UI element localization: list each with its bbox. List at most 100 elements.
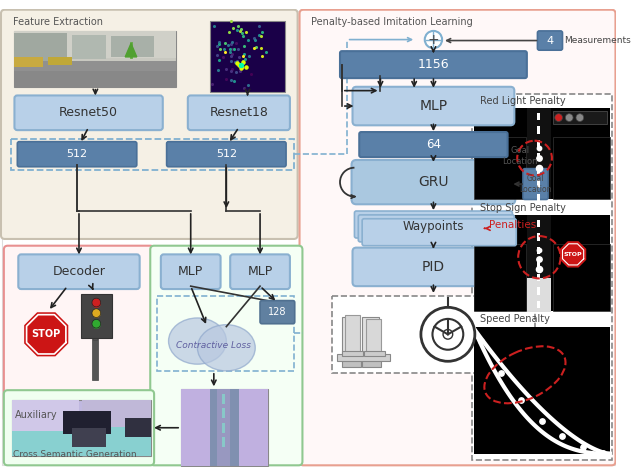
Circle shape bbox=[433, 319, 463, 350]
Point bbox=[239, 50, 249, 58]
FancyBboxPatch shape bbox=[4, 390, 154, 466]
Point bbox=[234, 61, 244, 69]
Bar bbox=[553, 137, 610, 199]
FancyBboxPatch shape bbox=[340, 51, 527, 78]
FancyBboxPatch shape bbox=[188, 96, 290, 130]
Bar bbox=[538, 247, 540, 254]
Point bbox=[231, 39, 241, 47]
Point bbox=[223, 41, 233, 49]
Text: Decoder: Decoder bbox=[52, 265, 106, 278]
Text: Red Light Penalty: Red Light Penalty bbox=[479, 96, 565, 106]
Bar bbox=[217, 389, 230, 466]
Circle shape bbox=[421, 307, 475, 361]
Bar bbox=[337, 354, 390, 361]
Point bbox=[238, 59, 248, 67]
Point bbox=[253, 22, 264, 30]
Point bbox=[213, 57, 223, 64]
Point bbox=[557, 432, 567, 440]
Bar bbox=[538, 287, 540, 295]
Bar bbox=[12, 423, 151, 456]
Bar bbox=[474, 327, 610, 454]
Bar bbox=[538, 167, 540, 174]
Point bbox=[246, 70, 256, 78]
Bar bbox=[223, 394, 225, 404]
Point bbox=[239, 84, 250, 92]
Point bbox=[240, 55, 250, 62]
Point bbox=[235, 68, 245, 75]
Point bbox=[534, 265, 545, 273]
Bar bbox=[366, 319, 381, 354]
Bar bbox=[538, 260, 540, 268]
Bar bbox=[72, 35, 106, 59]
Point bbox=[214, 38, 224, 45]
Bar bbox=[538, 140, 540, 148]
Point bbox=[227, 39, 237, 46]
Point bbox=[534, 256, 545, 263]
Text: Contractive Loss: Contractive Loss bbox=[177, 341, 252, 350]
Text: 512: 512 bbox=[216, 149, 237, 159]
FancyBboxPatch shape bbox=[19, 254, 140, 289]
Point bbox=[212, 42, 222, 50]
Bar bbox=[181, 389, 268, 466]
Point bbox=[256, 45, 266, 52]
Point bbox=[227, 65, 237, 73]
Text: STOP: STOP bbox=[564, 252, 582, 257]
Bar bbox=[15, 71, 176, 87]
Text: Waypoints: Waypoints bbox=[403, 220, 464, 233]
Point bbox=[257, 52, 267, 60]
Point bbox=[225, 45, 236, 52]
Point bbox=[598, 449, 608, 457]
Text: 1156: 1156 bbox=[418, 58, 449, 71]
Point bbox=[577, 443, 588, 451]
Bar bbox=[223, 437, 225, 447]
Bar bbox=[15, 33, 67, 69]
Bar bbox=[474, 215, 610, 311]
Point bbox=[91, 309, 101, 317]
Point bbox=[220, 39, 230, 47]
Bar bbox=[362, 360, 381, 367]
Bar bbox=[538, 113, 540, 120]
Circle shape bbox=[92, 309, 100, 317]
FancyBboxPatch shape bbox=[355, 211, 513, 238]
Point bbox=[235, 28, 245, 35]
Point bbox=[226, 40, 236, 48]
Point bbox=[230, 59, 240, 66]
FancyBboxPatch shape bbox=[161, 254, 221, 289]
Point bbox=[237, 63, 248, 71]
Text: Measurements: Measurements bbox=[564, 36, 631, 45]
Point bbox=[250, 36, 260, 44]
Text: Cross Semantic Generation: Cross Semantic Generation bbox=[13, 450, 137, 459]
Point bbox=[221, 65, 231, 72]
Point bbox=[238, 32, 248, 40]
Circle shape bbox=[443, 329, 452, 339]
Bar bbox=[111, 36, 154, 57]
Circle shape bbox=[565, 114, 573, 121]
Point bbox=[241, 63, 251, 70]
Bar bbox=[342, 317, 359, 357]
FancyBboxPatch shape bbox=[358, 215, 515, 242]
FancyBboxPatch shape bbox=[4, 246, 154, 422]
Polygon shape bbox=[125, 43, 137, 57]
Bar bbox=[538, 126, 540, 134]
Bar bbox=[181, 389, 268, 466]
Bar bbox=[474, 137, 526, 199]
Bar bbox=[239, 389, 268, 466]
Point bbox=[496, 369, 506, 377]
Bar bbox=[15, 57, 44, 67]
Circle shape bbox=[92, 319, 100, 328]
Point bbox=[221, 75, 231, 82]
Bar bbox=[474, 244, 526, 311]
Point bbox=[534, 154, 545, 162]
Point bbox=[218, 53, 228, 60]
Text: +: + bbox=[428, 32, 439, 47]
Point bbox=[238, 57, 248, 64]
FancyBboxPatch shape bbox=[260, 301, 295, 324]
Text: Stop Sign Penalty: Stop Sign Penalty bbox=[479, 203, 566, 213]
Point bbox=[219, 45, 229, 53]
Point bbox=[237, 58, 248, 66]
FancyBboxPatch shape bbox=[1, 10, 298, 239]
Text: 64: 64 bbox=[426, 138, 441, 151]
Bar bbox=[472, 93, 612, 459]
Point bbox=[243, 81, 253, 89]
Circle shape bbox=[92, 298, 100, 307]
